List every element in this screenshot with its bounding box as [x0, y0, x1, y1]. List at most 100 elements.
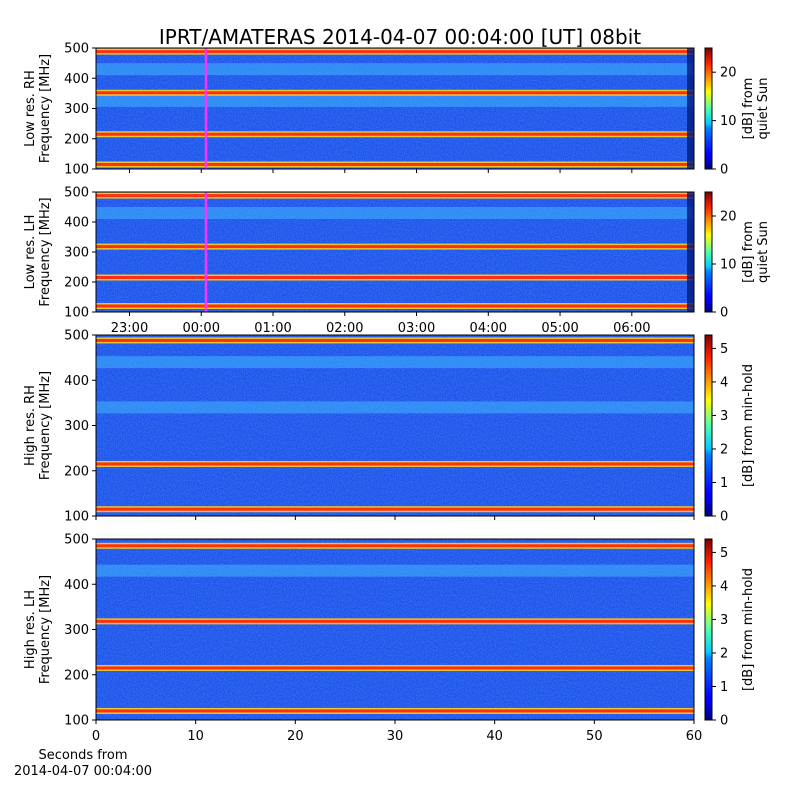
spectrogram-panel-3: 100 200 300 400 500 High res. RH Frequency [MH… — [23, 329, 756, 525]
colorbar — [705, 192, 712, 312]
y-tick-label: 200 — [64, 464, 89, 479]
x-tick-label: 05:00 — [541, 321, 578, 336]
colorbar-tick-label: 0 — [720, 163, 728, 178]
colorbar-tick-label: 3 — [720, 613, 728, 628]
x-tick-label: 30 — [387, 729, 404, 744]
y-tick-label: 100 — [64, 714, 89, 729]
emission-band — [96, 356, 694, 369]
x-tick-label: 50 — [586, 729, 603, 744]
bright-band-core — [96, 666, 694, 670]
bright-band-core — [96, 304, 694, 308]
bright-band-core — [96, 132, 694, 136]
colorbar-tick-label: 0 — [720, 714, 728, 729]
x-tick-label: 02:00 — [326, 321, 363, 336]
bright-band-core — [96, 162, 694, 166]
y-tick-label: 400 — [64, 216, 89, 231]
colorbar-tick-label: 3 — [720, 409, 728, 424]
colorbar-tick-label: 0 — [720, 510, 728, 525]
y-axis-label: Frequency [MHz] — [38, 197, 53, 306]
bright-band-core — [96, 91, 694, 95]
colorbar-label: quiet Sun — [756, 77, 771, 139]
x-tick-label: 23:00 — [111, 321, 148, 336]
emission-band — [96, 94, 694, 107]
colorbar-label: [dB] from min-hold — [741, 568, 756, 691]
bright-band-core — [96, 544, 694, 548]
y-tick-label: 400 — [64, 72, 89, 87]
y-axis-label: Frequency [MHz] — [38, 54, 53, 163]
colorbar-label: [dB] from — [741, 221, 756, 283]
x-tick-label: 00:00 — [183, 321, 220, 336]
y-tick-label: 100 — [64, 510, 89, 525]
y-tick-label: 400 — [64, 374, 89, 389]
y-tick-label: 200 — [64, 276, 89, 291]
bright-band-core — [96, 709, 694, 713]
y-axis-label: High res. RH — [23, 385, 38, 466]
colorbar-tick-label: 10 — [720, 258, 737, 273]
x-tick-label: 60 — [686, 729, 703, 744]
x-tick-label: 0 — [92, 729, 100, 744]
colorbar-label: [dB] from — [741, 78, 756, 140]
y-tick-label: 100 — [64, 163, 89, 178]
colorbar-tick-label: 4 — [720, 579, 728, 594]
y-tick-label: 100 — [64, 306, 89, 321]
colorbar-tick-label: 5 — [720, 342, 728, 357]
colorbar-tick-label: 2 — [720, 442, 728, 457]
y-tick-label: 500 — [64, 186, 89, 201]
colorbar-tick-label: 10 — [720, 114, 737, 129]
y-tick-label: 300 — [64, 419, 89, 434]
colorbar-tick-label: 5 — [720, 546, 728, 561]
figure-title: IPRT/AMATERAS 2014-04-07 00:04:00 [UT] 0… — [159, 25, 641, 49]
bright-band-core — [96, 194, 694, 198]
emission-band — [96, 401, 694, 414]
x-tick-label: 06:00 — [613, 321, 650, 336]
colorbar-tick-label: 1 — [720, 476, 728, 491]
bright-band-core — [96, 245, 694, 249]
y-axis-label: Frequency [MHz] — [38, 371, 53, 480]
bright-band-core — [96, 462, 694, 466]
emission-band — [96, 564, 694, 577]
colorbar-label: [dB] from min-hold — [741, 364, 756, 487]
heatmap-edge — [687, 192, 694, 312]
bright-band-core — [96, 619, 694, 623]
colorbar-tick-label: 1 — [720, 680, 728, 695]
colorbar-frame — [704, 334, 713, 517]
x-tick-label: 03:00 — [398, 321, 435, 336]
emission-band — [96, 63, 694, 76]
colorbar-tick-label: 0 — [720, 306, 728, 321]
colorbar-tick-label: 4 — [720, 375, 728, 390]
colorbar-tick-label: 20 — [720, 210, 737, 225]
y-axis-label: Low res. LH — [23, 215, 38, 290]
x-tick-label: 10 — [187, 729, 204, 744]
x-tick-label: 01:00 — [254, 321, 291, 336]
bright-band-core — [96, 50, 694, 54]
y-tick-label: 500 — [64, 533, 89, 548]
bright-band-core — [96, 338, 694, 342]
y-axis-label: High res. LH — [23, 590, 38, 669]
y-tick-label: 200 — [64, 132, 89, 147]
y-tick-label: 300 — [64, 246, 89, 261]
x-tick-label: 20 — [287, 729, 304, 744]
y-tick-label: 300 — [64, 102, 89, 117]
colorbar — [705, 48, 712, 169]
bright-band-core — [96, 507, 694, 511]
y-tick-label: 300 — [64, 623, 89, 638]
y-tick-label: 400 — [64, 578, 89, 593]
x-tick-label: 40 — [486, 729, 503, 744]
y-tick-label: 500 — [64, 329, 89, 344]
colorbar-frame — [704, 47, 713, 170]
y-tick-label: 200 — [64, 668, 89, 683]
bright-band-core — [96, 276, 694, 279]
y-axis-label: Low res. RH — [23, 70, 38, 147]
colorbar — [705, 539, 712, 720]
colorbar-label: quiet Sun — [756, 221, 771, 283]
colorbar — [705, 335, 712, 516]
colorbar-tick-label: 20 — [720, 66, 737, 81]
y-tick-label: 500 — [64, 42, 89, 57]
x-tick-label: 04:00 — [470, 321, 507, 336]
colorbar-frame — [704, 191, 713, 313]
heatmap-edge — [687, 48, 694, 169]
